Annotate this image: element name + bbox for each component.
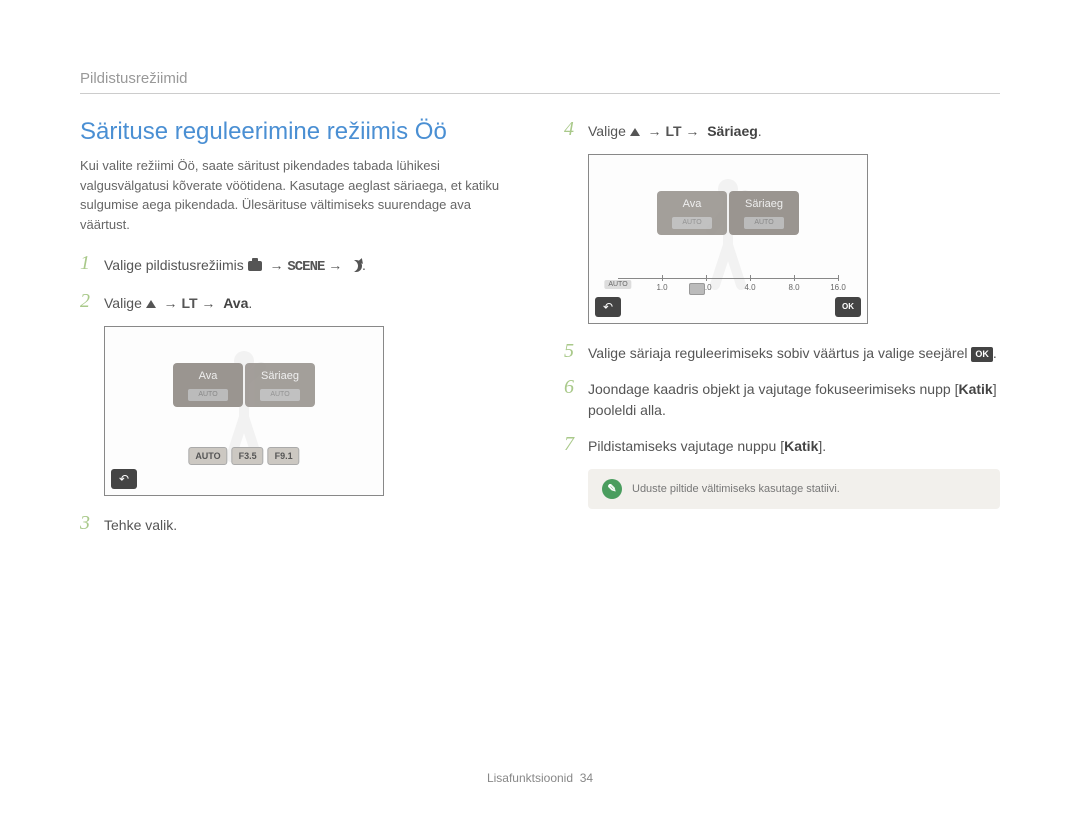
up-icon bbox=[630, 128, 640, 136]
tick-label: 8.0 bbox=[788, 283, 799, 292]
note-text: Uduste piltide vältimiseks kasutage stat… bbox=[632, 483, 840, 495]
lt-icon: LT bbox=[181, 295, 197, 311]
step-body: Valige säriaja reguleerimiseks sobiv vää… bbox=[588, 340, 997, 364]
tick-label: 1.0 bbox=[656, 283, 667, 292]
scale-line bbox=[618, 278, 838, 279]
chip-f91[interactable]: F9.1 bbox=[268, 447, 300, 465]
tab-ava[interactable]: Ava AUTO bbox=[173, 363, 243, 407]
step-text: Valige bbox=[588, 123, 630, 139]
camera-icon bbox=[248, 261, 262, 271]
step-7: 7 Pildistamiseks vajutage nuppu [Katik]. bbox=[564, 433, 1000, 457]
tab-row: Ava AUTO Säriaeg AUTO bbox=[172, 363, 316, 407]
step-text: pooleldi alla. bbox=[588, 402, 666, 418]
step-number: 4 bbox=[564, 118, 588, 141]
step-number: 7 bbox=[564, 433, 588, 456]
step-text: Valige pildistusrežiimis bbox=[104, 257, 248, 273]
auto-badge: AUTO bbox=[672, 217, 712, 229]
bold-label: Säriaeg bbox=[707, 123, 758, 139]
left-column: Särituse reguleerimine režiimis Öö Kui v… bbox=[80, 118, 516, 548]
tab-sariaeg[interactable]: Säriaeg AUTO bbox=[245, 363, 315, 407]
step-text: Valige bbox=[104, 295, 146, 311]
lt-icon: LT bbox=[665, 123, 681, 139]
camera-screen-ava: Ava AUTO Säriaeg AUTO AUTO F3.5 F9.1 ↶ bbox=[104, 326, 384, 496]
value-chips: AUTO F3.5 F9.1 bbox=[188, 447, 299, 465]
step-body: Pildistamiseks vajutage nuppu [Katik]. bbox=[588, 433, 826, 457]
slider-thumb[interactable] bbox=[689, 283, 705, 295]
step-text: . bbox=[993, 345, 997, 361]
step-body: Valige → LT → Säriaeg. bbox=[588, 118, 762, 142]
step-number: 1 bbox=[80, 252, 104, 275]
auto-badge: AUTO bbox=[260, 389, 300, 401]
note-box: ✎ Uduste piltide vältimiseks kasutage st… bbox=[588, 469, 1000, 509]
step-number: 6 bbox=[564, 376, 588, 399]
step-body: Joondage kaadris objekt ja vajutage foku… bbox=[588, 376, 1000, 421]
right-column: 4 Valige → LT → Säriaeg. Ava AUTO Säri bbox=[564, 118, 1000, 548]
step-2: 2 Valige → LT → Ava. bbox=[80, 290, 516, 314]
step-6: 6 Joondage kaadris objekt ja vajutage fo… bbox=[564, 376, 1000, 421]
ok-button[interactable]: OK bbox=[835, 297, 861, 317]
tab-label: Ava bbox=[657, 195, 727, 213]
tab-sariaeg[interactable]: Säriaeg AUTO bbox=[729, 191, 799, 235]
auto-badge: AUTO bbox=[744, 217, 784, 229]
step-number: 2 bbox=[80, 290, 104, 313]
scene-label: SCENE bbox=[287, 259, 324, 275]
chip-f35[interactable]: F3.5 bbox=[232, 447, 264, 465]
note-icon: ✎ bbox=[602, 479, 622, 499]
moon-icon bbox=[350, 260, 362, 272]
tab-label: Ava bbox=[173, 367, 243, 385]
step-text: Joondage kaadris objekt ja vajutage foku… bbox=[588, 381, 955, 397]
scale-auto: AUTO bbox=[604, 280, 631, 289]
breadcrumb: Pildistusrežiimid bbox=[80, 70, 1000, 94]
bold-label: Ava bbox=[223, 295, 248, 311]
back-button[interactable]: ↶ bbox=[595, 297, 621, 317]
section-title: Särituse reguleerimine režiimis Öö bbox=[80, 118, 516, 146]
content-columns: Särituse reguleerimine režiimis Öö Kui v… bbox=[80, 118, 1000, 548]
step-number: 5 bbox=[564, 340, 588, 363]
step-5: 5 Valige säriaja reguleerimiseks sobiv v… bbox=[564, 340, 1000, 364]
step-text: . bbox=[822, 438, 826, 454]
up-icon bbox=[146, 300, 156, 308]
shutter-scale: AUTO 1.0 2.0 4.0 8.0 16.0 bbox=[618, 278, 838, 283]
step-1: 1 Valige pildistusrežiimis → SCENE → . bbox=[80, 252, 516, 278]
tab-label: Säriaeg bbox=[245, 367, 315, 385]
tab-ava[interactable]: Ava AUTO bbox=[657, 191, 727, 235]
tab-label: Säriaeg bbox=[729, 195, 799, 213]
step-text: Valige säriaja reguleerimiseks sobiv vää… bbox=[588, 345, 971, 361]
step-3: 3 Tehke valik. bbox=[80, 512, 516, 536]
step-body: Valige → LT → Ava. bbox=[104, 290, 252, 314]
step-body: Tehke valik. bbox=[104, 512, 177, 536]
step-4: 4 Valige → LT → Säriaeg. bbox=[564, 118, 1000, 142]
tick-label: 16.0 bbox=[830, 283, 846, 292]
auto-badge: AUTO bbox=[188, 389, 228, 401]
bold-label: Katik bbox=[784, 438, 818, 454]
step-text: Pildistamiseks vajutage nuppu bbox=[588, 438, 780, 454]
footer-page: 34 bbox=[580, 771, 593, 785]
step-number: 3 bbox=[80, 512, 104, 535]
bold-label: Katik bbox=[958, 381, 992, 397]
camera-screen-sariaeg: Ava AUTO Säriaeg AUTO AUTO bbox=[588, 154, 868, 324]
tab-row: Ava AUTO Säriaeg AUTO bbox=[656, 191, 800, 235]
page-footer: Lisafunktsioonid 34 bbox=[0, 771, 1080, 785]
chip-auto[interactable]: AUTO bbox=[188, 447, 227, 465]
ok-inline-icon: OK bbox=[971, 347, 993, 363]
step-body: Valige pildistusrežiimis → SCENE → . bbox=[104, 252, 366, 278]
intro-text: Kui valite režiimi Öö, saate säritust pi… bbox=[80, 156, 516, 234]
footer-label: Lisafunktsioonid bbox=[487, 771, 573, 785]
tick-label: 4.0 bbox=[744, 283, 755, 292]
back-button[interactable]: ↶ bbox=[111, 469, 137, 489]
